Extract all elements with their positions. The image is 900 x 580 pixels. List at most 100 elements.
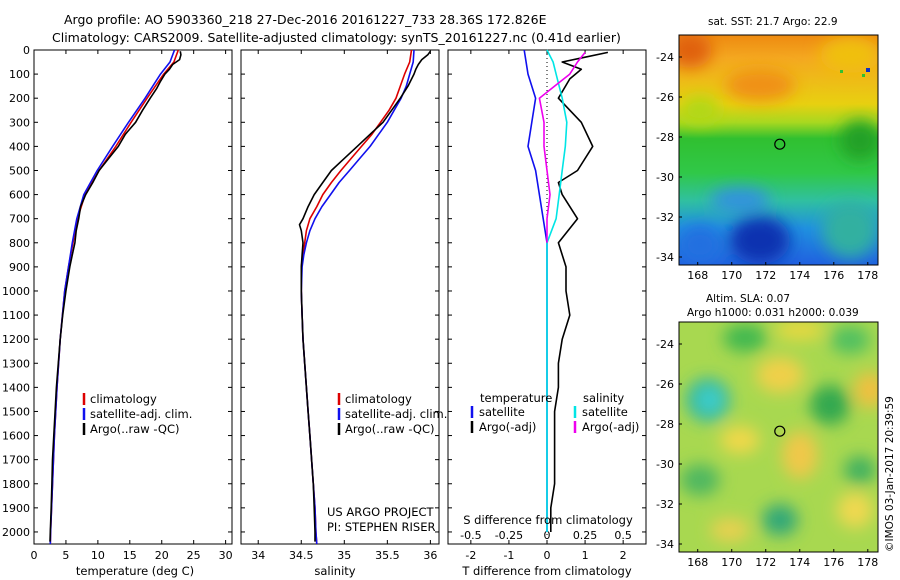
top-tick-label: 0 <box>544 529 551 542</box>
series-line <box>549 51 609 532</box>
difference-legend: temperature salinity satellite Argo(-adj… <box>470 391 639 434</box>
salinity-legend: climatology satellite-adj. clim. Argo(..… <box>337 392 447 436</box>
legend-argo: Argo(..raw -QC) <box>345 422 435 436</box>
lat-tick-label: -28 <box>656 418 674 431</box>
series-line <box>49 49 180 545</box>
x-tick-label: 34 <box>251 549 265 562</box>
lon-tick-label: 172 <box>755 269 776 282</box>
legend-climatology: climatology <box>345 392 412 406</box>
temperature-panel <box>33 49 233 545</box>
series-line <box>300 49 413 545</box>
lon-tick-label: 168 <box>687 269 708 282</box>
imos-credit: ©IMOS 03-Jan-2017 20:39:59 <box>884 396 896 552</box>
legend-t-satellite: satellite <box>479 405 525 419</box>
lat-tick-label: -28 <box>656 131 674 144</box>
legend-s-satellite: satellite <box>582 405 628 419</box>
x-tick-label: 20 <box>155 549 169 562</box>
sst-longitude-axis: 168 170 172 174 176 178 <box>687 262 878 282</box>
depth-tick-label: 1800 <box>2 478 30 491</box>
figure-title-line2: Climatology: CARS2009. Satellite-adjuste… <box>52 30 621 45</box>
depth-tick-label: 900 <box>9 261 30 274</box>
x-tick-label: 34.5 <box>289 549 314 562</box>
x-tick-label: 2 <box>620 549 627 562</box>
lon-tick-label: 170 <box>721 556 742 569</box>
x-tick-label: 35 <box>337 549 351 562</box>
depth-tick-label: 1300 <box>2 357 30 370</box>
salinity-xlabel: salinity <box>314 564 355 578</box>
depth-axis: 0 100 200 300 400 500 600 700 800 900 1000 1100 1200… <box>2 44 646 539</box>
x-tick-label: -2 <box>465 549 476 562</box>
top-tick-label: 0.25 <box>573 529 598 542</box>
salinity-panel <box>240 49 440 545</box>
lon-tick-label: 168 <box>687 556 708 569</box>
top-tick-label: -0.5 <box>460 529 481 542</box>
project-label: US ARGO PROJECT <box>327 505 435 519</box>
depth-tick-label: 800 <box>9 237 30 250</box>
lat-tick-label: -34 <box>656 251 674 264</box>
lat-tick-label: -24 <box>656 51 674 64</box>
lon-tick-label: 174 <box>789 556 810 569</box>
series-line <box>546 49 568 532</box>
sla-map-subtitle: Argo h1000: 0.031 h2000: 0.039 <box>687 307 859 319</box>
difference-series <box>523 49 609 544</box>
sst-map-frame <box>678 34 879 266</box>
temperature-legend: climatology satellite-adj. clim. Argo(..… <box>82 392 192 436</box>
sla-map <box>679 322 878 552</box>
depth-tick-label: 1100 <box>2 309 30 322</box>
depth-tick-label: 1600 <box>2 430 30 443</box>
lon-tick-label: 170 <box>721 269 742 282</box>
lon-tick-label: 178 <box>857 269 878 282</box>
series-line <box>49 49 176 545</box>
lon-tick-label: 172 <box>755 556 776 569</box>
salinity-series <box>298 49 432 545</box>
legend-satellite: satellite-adj. clim. <box>345 407 447 421</box>
x-tick-label: 25 <box>187 549 201 562</box>
t-difference-x-axis: -2 -1 0 1 2 <box>465 50 627 562</box>
argo-location-marker <box>774 138 786 150</box>
depth-tick-label: 1000 <box>2 285 30 298</box>
x-tick-label: 0 <box>31 549 38 562</box>
x-tick-label: 1 <box>582 549 589 562</box>
x-tick-label: 35.5 <box>375 549 400 562</box>
x-tick-label: 5 <box>62 549 69 562</box>
x-tick-label: -1 <box>503 549 514 562</box>
sla-map-title: Altim. SLA: 0.07 <box>706 293 790 305</box>
lat-tick-label: -30 <box>656 458 674 471</box>
x-tick-label: 0 <box>544 549 551 562</box>
depth-tick-label: 500 <box>9 164 30 177</box>
lat-tick-label: -30 <box>656 171 674 184</box>
t-difference-xlabel: T difference from climatology <box>461 564 632 578</box>
depth-tick-label: 1700 <box>2 454 30 467</box>
depth-tick-label: 300 <box>9 116 30 129</box>
s-difference-label: S difference from climatology <box>463 513 633 527</box>
x-tick-label: 30 <box>219 549 233 562</box>
sla-latitude-axis: -24 -26 -28 -30 -32 -34 <box>656 338 682 551</box>
x-tick-label: 15 <box>123 549 137 562</box>
salinity-x-axis: 34 34.5 35 35.5 36 <box>251 50 437 562</box>
lat-tick-label: -32 <box>656 498 674 511</box>
depth-tick-label: 600 <box>9 189 30 202</box>
sla-longitude-axis: 168 170 172 174 176 178 <box>687 549 878 569</box>
temperature-series <box>49 49 182 545</box>
pi-label: PI: STEPHEN RISER <box>327 520 436 534</box>
depth-tick-label: 0 <box>23 44 30 57</box>
lon-tick-label: 174 <box>789 269 810 282</box>
legend-s-argo: Argo(-adj) <box>582 420 639 434</box>
figure-title-line1: Argo profile: AO 5903360_218 27-Dec-2016… <box>64 12 547 27</box>
series-line <box>298 50 432 542</box>
depth-tick-label: 1400 <box>2 381 30 394</box>
legend-satellite: satellite-adj. clim. <box>90 407 192 421</box>
temperature-xlabel: temperature (deg C) <box>76 564 194 578</box>
depth-tick-label: 1900 <box>2 502 30 515</box>
depth-tick-label: 1500 <box>2 405 30 418</box>
depth-tick-label: 100 <box>9 68 30 81</box>
depth-tick-label: 2000 <box>2 526 30 539</box>
lon-tick-label: 176 <box>823 556 844 569</box>
legend-salinity-title: salinity <box>583 391 624 405</box>
x-tick-label: 10 <box>91 549 105 562</box>
lon-tick-label: 176 <box>823 269 844 282</box>
legend-climatology: climatology <box>90 392 157 406</box>
lon-tick-label: 178 <box>857 556 878 569</box>
legend-argo: Argo(..raw -QC) <box>90 422 180 436</box>
